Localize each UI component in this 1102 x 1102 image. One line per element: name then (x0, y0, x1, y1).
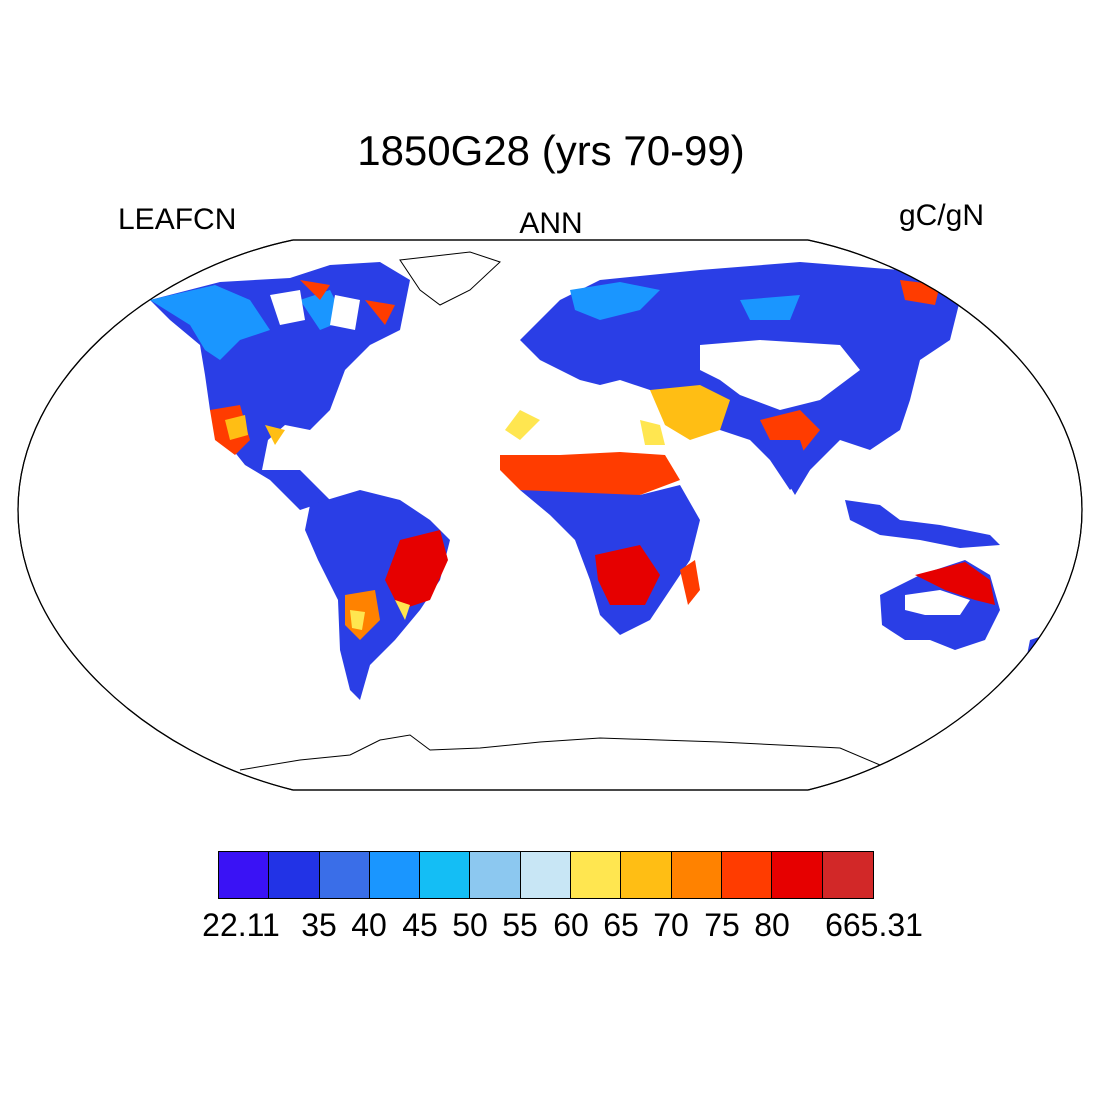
colorbar-label-10: 80 (754, 907, 790, 943)
units-label: gC/gN (898, 199, 984, 232)
south-africa-red (595, 545, 660, 605)
antarctica-outline (239, 734, 881, 771)
colorbar-box-12 (822, 852, 873, 898)
colorbar-box-7 (571, 852, 622, 898)
colorbar-label-11: 665.31 (825, 907, 923, 943)
sahel-warm-band (500, 452, 680, 495)
north-america-yellow-patches (225, 415, 285, 445)
north-america-white-patches (270, 290, 360, 330)
colorbar-label-9: 75 (704, 907, 740, 943)
colorbar-box-1 (269, 852, 320, 898)
colorbar-box-3 (369, 852, 421, 898)
colorbar-label-3: 45 (402, 907, 438, 943)
colorbar-label-2: 40 (351, 907, 387, 943)
colorbar-label-7: 65 (603, 907, 639, 943)
south-america-red-patches (385, 530, 448, 610)
north-america-light-patches (150, 285, 345, 360)
south-america-yellow-patches (350, 600, 410, 630)
colorbar-box-11 (772, 852, 823, 898)
europe-light-patches (570, 282, 800, 320)
season-label: ANN (519, 207, 583, 240)
colorbar-box-9 (671, 852, 722, 898)
indonesia-land (845, 500, 1000, 548)
variable-label: LEAFCN (118, 203, 237, 236)
madagascar-land (680, 560, 700, 605)
australia-white (905, 590, 970, 615)
asia-red-patches (760, 280, 940, 455)
colorbar-label-1: 35 (301, 907, 337, 943)
colorbar-label-8: 70 (653, 907, 689, 943)
australia-red (915, 562, 995, 605)
colorbar-box-2 (319, 852, 370, 898)
north-africa-white (505, 405, 660, 455)
colorbar-box-10 (721, 852, 773, 898)
colorbar-box-8 (621, 852, 672, 898)
colorbar-box-4 (420, 852, 471, 898)
colorbar-label-4: 50 (452, 907, 488, 943)
colorbar-box-5 (470, 852, 521, 898)
sahel-yellow-band (505, 410, 665, 445)
colorbar-label-5: 55 (502, 907, 538, 943)
colorbar-label-0: 22.11 (202, 907, 280, 943)
central-asia-white-patches (700, 340, 860, 410)
india-land (760, 440, 810, 495)
colorbar (218, 851, 874, 899)
map-boundary-outline (17, 239, 1083, 791)
middle-east-yellow-patches (650, 385, 730, 440)
greenland-outline (399, 251, 501, 306)
colorbar-box-0 (219, 852, 270, 898)
plot-title: 1850G28 (yrs 70-99) (357, 127, 745, 174)
colorbar-label-6: 60 (553, 907, 589, 943)
north-america-warm-patches (210, 280, 395, 455)
colorbar-box-6 (520, 852, 572, 898)
